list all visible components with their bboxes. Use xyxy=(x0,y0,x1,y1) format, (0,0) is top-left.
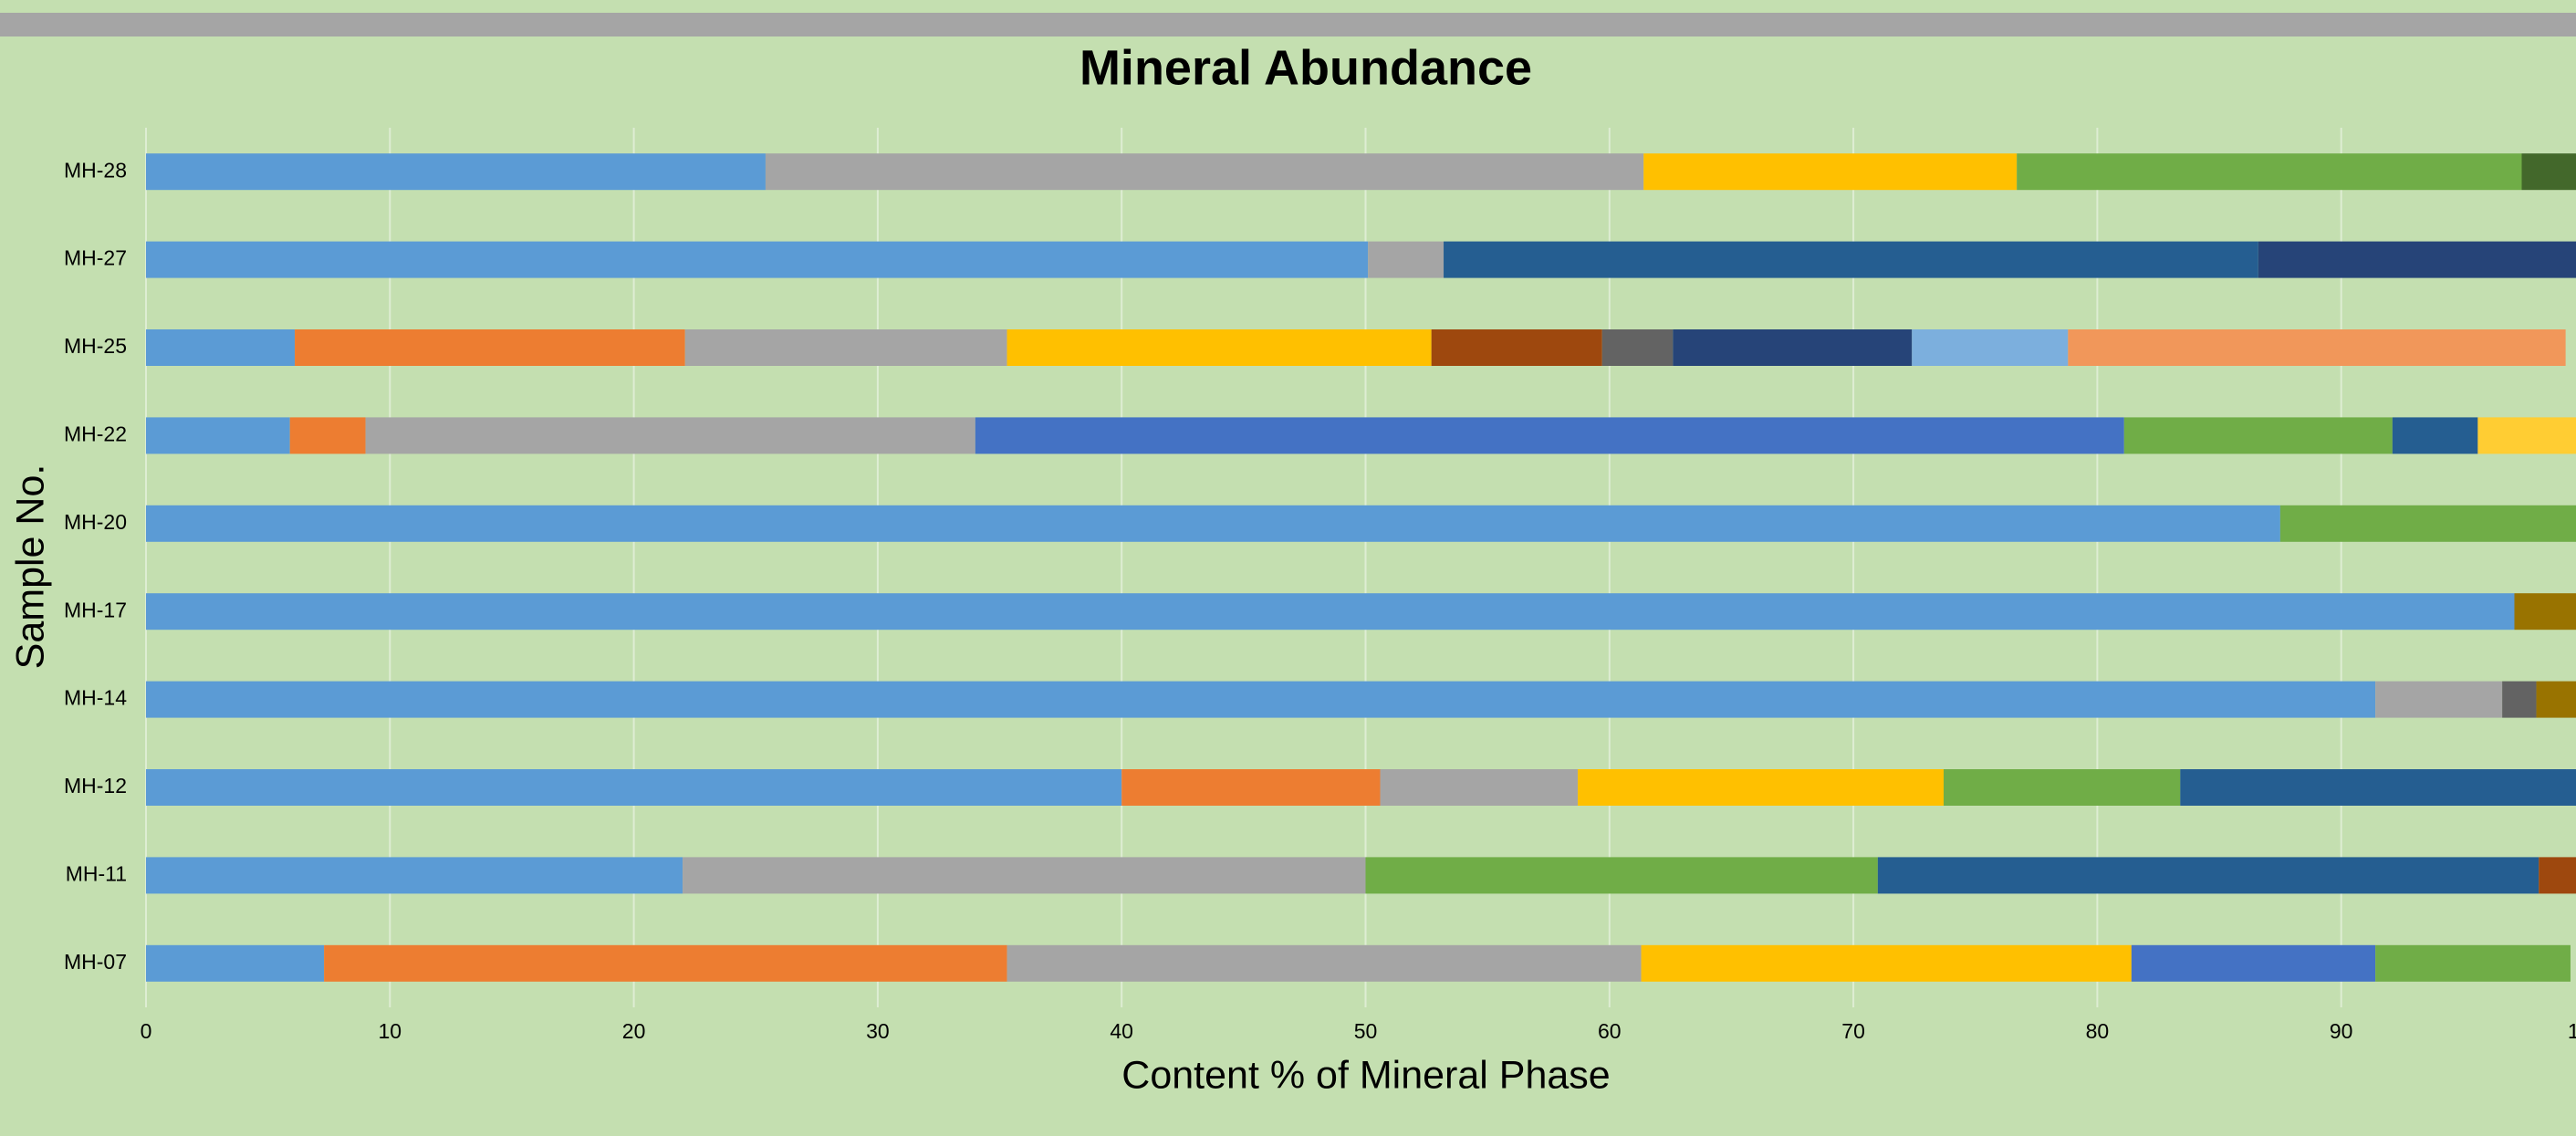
y-tick-label: MH-28 xyxy=(64,158,127,182)
x-axis-label: Content % of Mineral Phase xyxy=(1121,1053,1610,1097)
x-tick-label: 80 xyxy=(2086,1019,2110,1043)
bar-segment xyxy=(2536,681,2576,718)
x-tick-label: 100 xyxy=(2568,1019,2576,1043)
y-tick-label: MH-14 xyxy=(64,686,127,710)
bar-segment xyxy=(2123,417,2393,454)
bar-segment xyxy=(146,153,766,191)
y-tick-label: MH-12 xyxy=(64,774,127,797)
bar-segment xyxy=(2017,153,2522,191)
y-tick-label: MH-25 xyxy=(64,334,127,358)
y-tick-label: MH-22 xyxy=(64,422,127,445)
y-axis-label: Sample No. xyxy=(8,464,52,670)
bar-segment xyxy=(2375,944,2571,982)
x-tick-label: 40 xyxy=(1110,1019,1133,1043)
bar-segment xyxy=(146,241,1369,278)
x-tick-label: 20 xyxy=(622,1019,646,1043)
x-tick-label: 50 xyxy=(1354,1019,1378,1043)
bar-segment xyxy=(2521,153,2576,191)
x-tick-label: 0 xyxy=(141,1019,152,1043)
bar-segment xyxy=(146,417,290,454)
bar-segment xyxy=(1673,329,1913,366)
x-tick-label: 60 xyxy=(1598,1019,1622,1043)
bar-segment xyxy=(146,944,325,982)
bar-segment xyxy=(146,505,2280,542)
y-tick-label: MH-27 xyxy=(64,246,127,270)
bar-segment xyxy=(146,593,2515,631)
y-tick-label: MH-11 xyxy=(66,861,127,885)
bar-segment xyxy=(1944,769,2181,806)
bar-segment xyxy=(1365,857,1878,894)
bar-segment xyxy=(1578,769,1945,806)
bar-segment xyxy=(146,857,683,894)
bar-segment xyxy=(683,857,1366,894)
bar-segment xyxy=(1380,769,1579,806)
bar-segment xyxy=(2375,681,2503,718)
x-tick-label: 70 xyxy=(1841,1019,1865,1043)
bar-segment xyxy=(975,417,2124,454)
bar-segment xyxy=(2180,769,2576,806)
bar-segment xyxy=(1643,153,2018,191)
y-tick-label: MH-07 xyxy=(64,950,127,974)
y-tick-label: MH-20 xyxy=(64,510,127,534)
y-tick-label: MH-17 xyxy=(64,598,127,621)
bar-segment xyxy=(146,681,2376,718)
bar-segment xyxy=(1121,769,1381,806)
bar-segment xyxy=(1641,944,2132,982)
bar-segment xyxy=(295,329,685,366)
x-tick-label: 30 xyxy=(866,1019,890,1043)
bar-segment xyxy=(365,417,975,454)
chart-title: Mineral Abundance xyxy=(1079,40,1532,95)
bar-segment xyxy=(1877,857,2539,894)
bar-segment xyxy=(1912,329,2069,366)
bar-segment xyxy=(2514,593,2576,631)
bar-segment xyxy=(765,153,1644,191)
bar-segment xyxy=(146,769,1122,806)
bar-segment xyxy=(684,329,1007,366)
bar-segment xyxy=(2539,857,2576,894)
bar-segment xyxy=(289,417,366,454)
bar-segment xyxy=(1601,329,1674,366)
bar-segment xyxy=(1431,329,1602,366)
x-tick-label: 10 xyxy=(379,1019,402,1043)
bar-segment xyxy=(1444,241,2258,278)
bar-segment xyxy=(2131,944,2376,982)
bar-segment xyxy=(146,329,296,366)
bar-segment xyxy=(1006,944,1642,982)
bar-segment xyxy=(2258,241,2576,278)
bar-segment xyxy=(2477,417,2576,454)
bar-segment xyxy=(324,944,1007,982)
bar-segment xyxy=(2068,329,2566,366)
bar-segment xyxy=(2392,417,2478,454)
bar-segment xyxy=(1006,329,1432,366)
bar-segment xyxy=(2502,681,2537,718)
top-bar xyxy=(0,13,2576,36)
bar-segment xyxy=(2279,505,2576,542)
bar-segment xyxy=(1368,241,1444,278)
x-tick-label: 90 xyxy=(2330,1019,2353,1043)
